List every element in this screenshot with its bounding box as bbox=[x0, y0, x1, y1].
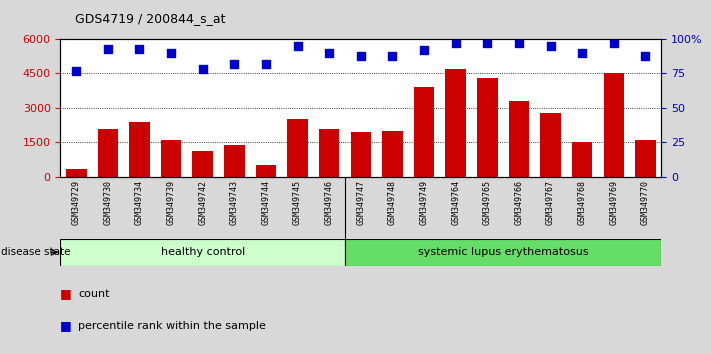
Point bbox=[292, 43, 304, 49]
Text: GSM349744: GSM349744 bbox=[262, 180, 270, 225]
Text: count: count bbox=[78, 289, 109, 299]
Text: ■: ■ bbox=[60, 287, 76, 300]
Point bbox=[481, 40, 493, 46]
Bar bbox=[508, 101, 529, 177]
Bar bbox=[414, 87, 434, 177]
Text: GSM349768: GSM349768 bbox=[577, 180, 587, 225]
Text: GSM349767: GSM349767 bbox=[546, 180, 555, 225]
Text: GSM349729: GSM349729 bbox=[72, 180, 81, 225]
Text: GSM349746: GSM349746 bbox=[325, 180, 333, 225]
Point bbox=[229, 61, 240, 67]
Text: GDS4719 / 200844_s_at: GDS4719 / 200844_s_at bbox=[75, 12, 225, 25]
Point bbox=[608, 40, 619, 46]
Point bbox=[356, 53, 367, 58]
Bar bbox=[224, 145, 245, 177]
Point bbox=[166, 50, 177, 56]
Point bbox=[387, 53, 398, 58]
Text: GSM349766: GSM349766 bbox=[515, 180, 523, 225]
Point bbox=[450, 40, 461, 46]
Point bbox=[324, 50, 335, 56]
Bar bbox=[635, 140, 656, 177]
Text: GSM349734: GSM349734 bbox=[135, 180, 144, 225]
Text: GSM349749: GSM349749 bbox=[419, 180, 429, 225]
Bar bbox=[383, 131, 402, 177]
Text: ■: ■ bbox=[60, 319, 76, 332]
Bar bbox=[66, 169, 87, 177]
Text: systemic lupus erythematosus: systemic lupus erythematosus bbox=[418, 247, 589, 257]
Point bbox=[134, 46, 145, 51]
Text: GSM349739: GSM349739 bbox=[166, 180, 176, 225]
Bar bbox=[193, 150, 213, 177]
Bar bbox=[287, 120, 308, 177]
Text: percentile rank within the sample: percentile rank within the sample bbox=[78, 321, 266, 331]
Text: GSM349769: GSM349769 bbox=[609, 180, 619, 225]
Bar bbox=[256, 166, 277, 177]
Point bbox=[260, 61, 272, 67]
Bar bbox=[161, 140, 181, 177]
Point bbox=[70, 68, 82, 74]
Text: GSM349765: GSM349765 bbox=[483, 180, 492, 225]
Bar bbox=[477, 78, 498, 177]
Point bbox=[418, 47, 429, 53]
Bar bbox=[319, 129, 339, 177]
Bar bbox=[60, 239, 345, 266]
Bar bbox=[97, 129, 118, 177]
Bar bbox=[129, 122, 150, 177]
Point bbox=[640, 53, 651, 58]
Text: GSM349745: GSM349745 bbox=[293, 180, 302, 225]
Bar bbox=[345, 239, 661, 266]
Point bbox=[545, 43, 556, 49]
Point bbox=[577, 50, 588, 56]
Text: GSM349748: GSM349748 bbox=[388, 180, 397, 225]
Text: healthy control: healthy control bbox=[161, 247, 245, 257]
Point bbox=[197, 67, 208, 72]
Text: disease state: disease state bbox=[1, 247, 70, 257]
Bar bbox=[540, 113, 561, 177]
Text: GSM349770: GSM349770 bbox=[641, 180, 650, 225]
Bar bbox=[445, 69, 466, 177]
Text: GSM349730: GSM349730 bbox=[103, 180, 112, 225]
Text: GSM349747: GSM349747 bbox=[356, 180, 365, 225]
Bar bbox=[572, 143, 592, 177]
Bar bbox=[351, 132, 371, 177]
Point bbox=[513, 40, 525, 46]
Text: GSM349764: GSM349764 bbox=[451, 180, 460, 225]
Point bbox=[102, 46, 114, 51]
Bar bbox=[604, 73, 624, 177]
Text: GSM349743: GSM349743 bbox=[230, 180, 239, 225]
Text: GSM349742: GSM349742 bbox=[198, 180, 207, 225]
